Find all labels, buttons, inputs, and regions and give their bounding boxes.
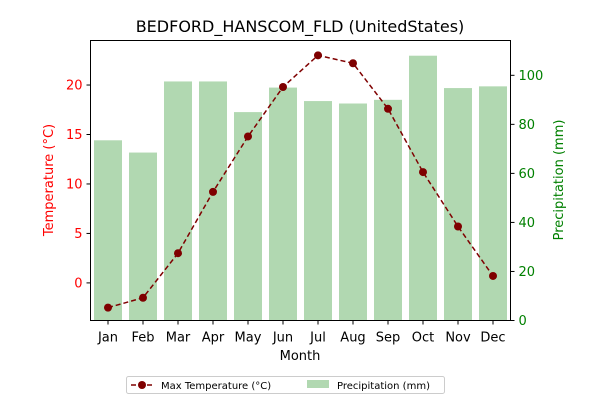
right-tick-label: 80 — [519, 118, 536, 133]
left-tick-label: 0 — [74, 276, 82, 291]
precipitation-bar-jun — [269, 87, 297, 321]
x-tick-label: Feb — [131, 331, 154, 346]
legend-bar-swatch — [307, 380, 329, 388]
right-tick-label: 100 — [519, 69, 544, 84]
temperature-point-aug — [349, 59, 357, 68]
left-tick-label: 5 — [74, 227, 82, 242]
x-tick-label: Jun — [272, 331, 293, 346]
plot-frame — [90, 40, 511, 321]
x-tick-label: Jan — [97, 331, 118, 346]
temperature-point-oct — [419, 168, 427, 177]
temperature-point-jun — [279, 83, 287, 92]
line-layer — [104, 51, 497, 312]
temperature-point-may — [244, 132, 252, 141]
right-axis-ticks: 0 20 40 60 80 100 — [510, 69, 544, 329]
precipitation-bar-feb — [129, 152, 157, 321]
x-tick-label: Nov — [445, 331, 471, 346]
right-tick-label: 40 — [519, 216, 536, 231]
legend-marker-swatch — [138, 381, 146, 389]
x-tick-label: Oct — [412, 331, 434, 346]
temperature-point-jan — [104, 303, 112, 312]
precipitation-bar-may — [234, 112, 262, 321]
x-axis-ticks: Jan Feb Mar Apr May Jun Jul Aug Sep Oct Nov Dec — [97, 320, 506, 346]
precipitation-bar-dec — [479, 86, 507, 321]
temperature-point-nov — [454, 222, 462, 231]
left-tick-label: 15 — [66, 128, 83, 143]
temperature-line — [107, 54, 494, 309]
temperature-point-feb — [139, 293, 147, 302]
temperature-point-apr — [209, 187, 217, 196]
x-axis-title: Month — [280, 349, 321, 364]
x-tick-label: Aug — [340, 331, 365, 346]
temperature-point-mar — [174, 249, 182, 258]
precipitation-bar-jul — [304, 101, 332, 321]
right-axis-title: Precipitation (mm) — [552, 120, 567, 241]
left-axis-title: Temperature (°C) — [42, 124, 57, 237]
chart-title: BEDFORD_HANSCOM_FLD (UnitedStates) — [136, 17, 465, 37]
precipitation-bar-sep — [374, 99, 402, 321]
x-tick-label: Sep — [376, 331, 401, 346]
right-tick-label: 0 — [519, 314, 527, 329]
left-tick-label: 10 — [66, 177, 83, 192]
precipitation-bar-mar — [164, 81, 192, 321]
right-tick-label: 20 — [519, 265, 536, 280]
temperature-point-sep — [384, 104, 392, 113]
temperature-point-jul — [314, 51, 322, 60]
x-tick-label: May — [235, 331, 262, 346]
bars-layer — [94, 55, 507, 321]
left-axis-ticks: 0 5 10 15 20 — [66, 79, 91, 291]
precipitation-bar-nov — [444, 88, 472, 321]
precipitation-bar-oct — [409, 55, 437, 321]
x-tick-label: Jul — [309, 331, 326, 346]
x-tick-label: Apr — [202, 331, 225, 346]
legend: Max Temperature (°C) Precipitation (mm) — [126, 376, 445, 394]
left-tick-label: 20 — [66, 79, 83, 94]
legend-label-precipitation: Precipitation (mm) — [337, 381, 430, 392]
legend-frame — [126, 376, 445, 394]
precipitation-bar-apr — [199, 81, 227, 321]
legend-label-temperature: Max Temperature (°C) — [161, 381, 271, 392]
x-tick-label: Dec — [480, 331, 505, 346]
x-tick-label: Mar — [166, 331, 191, 346]
precipitation-bar-jan — [94, 140, 122, 321]
right-tick-label: 60 — [519, 167, 536, 182]
precipitation-bar-aug — [339, 103, 367, 321]
temperature-point-dec — [489, 271, 497, 280]
